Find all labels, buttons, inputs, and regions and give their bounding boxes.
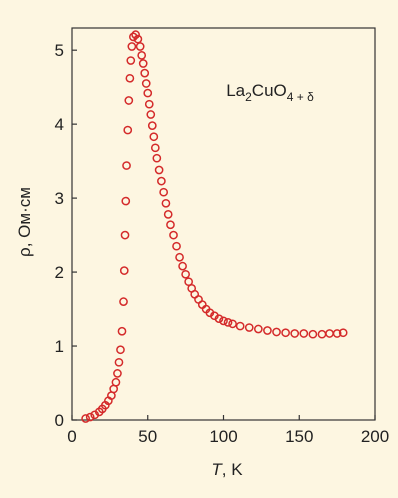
data-point (169, 230, 178, 240)
data-points (81, 30, 348, 423)
data-point (159, 187, 169, 197)
data-point (181, 269, 190, 279)
y-tick-label: 5 (55, 41, 64, 60)
data-point (119, 266, 129, 275)
data-point (122, 161, 131, 170)
y-tick-label: 1 (55, 337, 64, 356)
plot-frame (71, 27, 376, 421)
y-tick-label: 0 (55, 411, 64, 430)
data-point (263, 326, 272, 335)
x-tick-label: 0 (67, 427, 76, 446)
y-tick-label: 4 (55, 115, 64, 134)
data-point (332, 329, 342, 338)
data-point (223, 318, 233, 327)
data-point (325, 329, 334, 338)
x-tick-label: 200 (361, 427, 389, 446)
data-point (124, 96, 134, 105)
data-point (154, 165, 164, 175)
y-axis-label: ρ, Ом·см (15, 187, 34, 257)
data-point (129, 32, 138, 42)
data-point (85, 412, 95, 422)
data-point (163, 210, 173, 219)
data-point (133, 34, 143, 44)
axis-ticks: 0 50 100 150 200 0 1 2 3 4 5 (55, 41, 390, 446)
data-point (111, 377, 121, 387)
data-point (161, 198, 171, 208)
y-tick-label: 2 (55, 263, 64, 282)
data-point (113, 369, 122, 378)
data-point (126, 56, 136, 65)
data-point (147, 121, 157, 130)
data-point (299, 329, 309, 338)
data-point (244, 323, 254, 332)
data-point (143, 88, 153, 98)
data-point (119, 297, 128, 307)
data-point (149, 132, 159, 142)
data-point (157, 176, 166, 186)
data-point (253, 324, 263, 334)
data-point (81, 414, 90, 423)
data-point (121, 196, 131, 206)
data-point (219, 316, 228, 326)
data-point (123, 125, 133, 135)
data-point (120, 230, 130, 240)
data-point (140, 68, 150, 78)
data-point (281, 328, 290, 338)
data-point (144, 99, 154, 109)
data-point (172, 241, 181, 251)
y-tick-label: 3 (55, 189, 64, 208)
data-point (138, 59, 148, 68)
x-tick-label: 100 (209, 427, 237, 446)
data-point (131, 30, 140, 40)
x-tick-label: 50 (138, 427, 157, 446)
x-tick-label: 150 (285, 427, 313, 446)
data-point (317, 329, 327, 339)
data-point (235, 321, 245, 331)
data-point (178, 261, 187, 271)
data-point (117, 326, 127, 336)
data-point (137, 51, 147, 60)
compound-annotation: La2CuO4 + δ (226, 81, 314, 104)
data-point (141, 79, 151, 88)
data-point (146, 110, 156, 119)
data-point (272, 327, 281, 337)
data-point (127, 42, 137, 51)
data-point (125, 73, 135, 83)
data-point (150, 143, 160, 153)
data-point (228, 319, 237, 329)
data-point (114, 357, 124, 367)
data-point (175, 252, 184, 262)
data-point (152, 153, 162, 163)
data-point (338, 328, 348, 338)
data-point (166, 220, 175, 230)
x-axis-label: T, K (211, 460, 243, 479)
data-point (116, 345, 125, 355)
data-point (135, 42, 145, 51)
data-point (308, 329, 318, 339)
data-point (214, 314, 224, 324)
data-point (290, 329, 300, 338)
